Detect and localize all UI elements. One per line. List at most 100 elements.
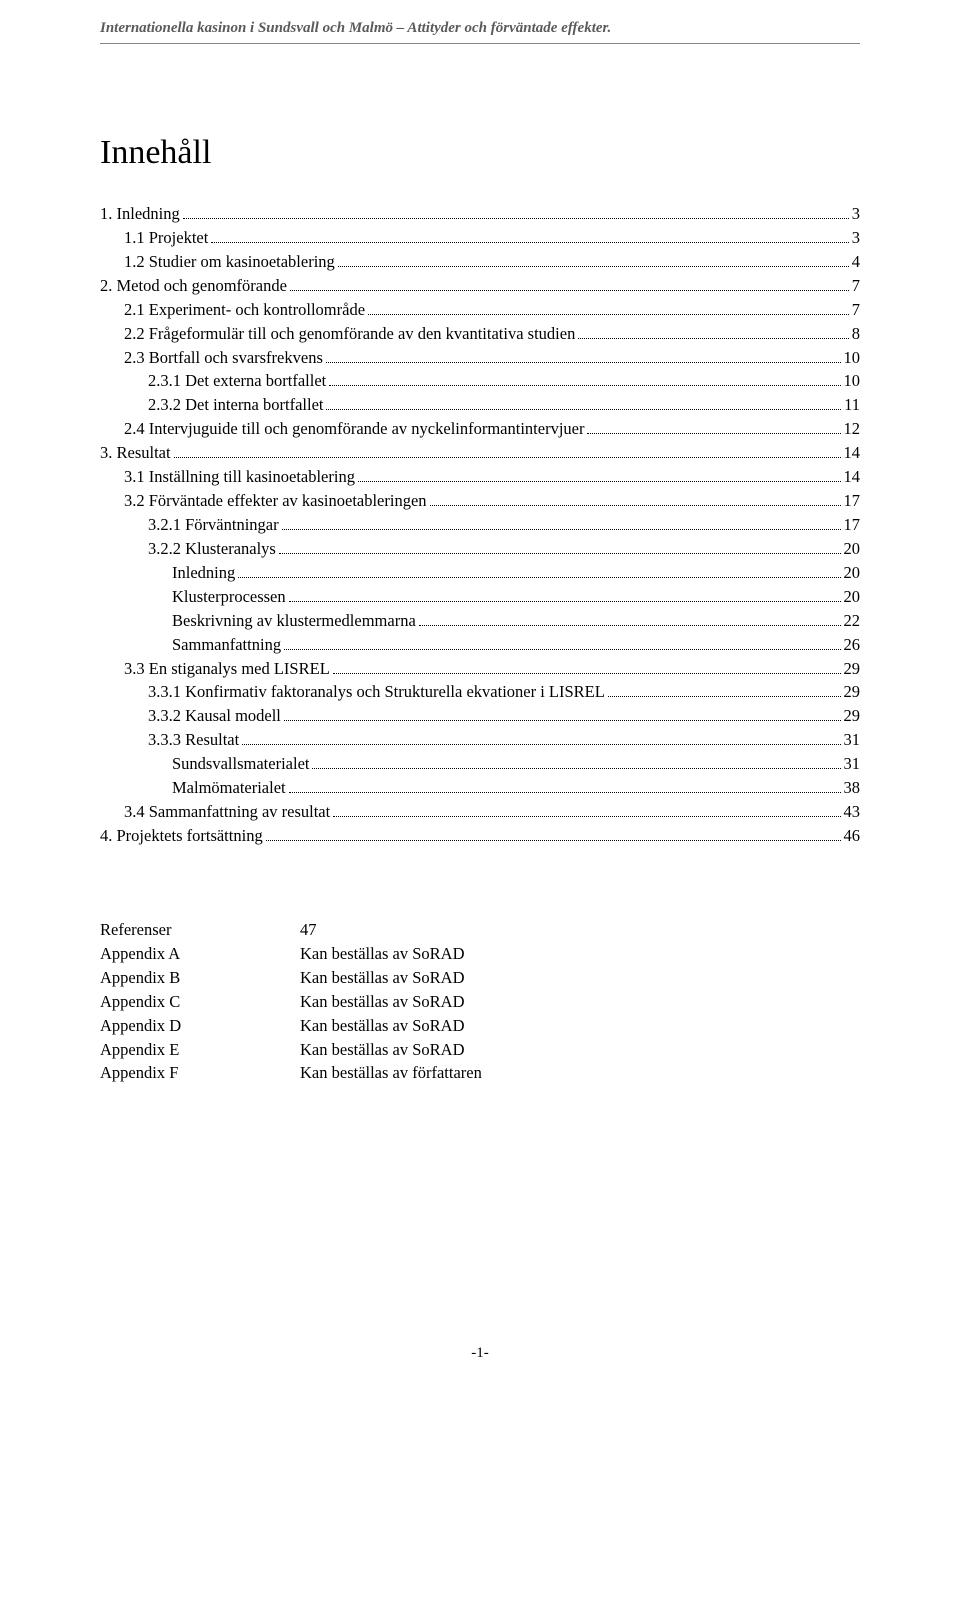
toc-entry: 3.2.1 Förväntningar17 xyxy=(100,513,860,537)
toc-entry: 3.1 Inställning till kasinoetablering14 xyxy=(100,465,860,489)
toc-leader-dots xyxy=(608,696,841,697)
toc-leader-dots xyxy=(238,577,840,578)
toc-entry-label: 2.1 Experiment- och kontrollområde xyxy=(124,298,365,322)
toc-entry-page: 14 xyxy=(844,441,861,465)
toc-entry-label: Beskrivning av klustermedlemmarna xyxy=(172,609,416,633)
reference-row: Appendix AKan beställas av SoRAD xyxy=(100,942,860,966)
toc-entry-page: 31 xyxy=(844,752,861,776)
toc-entry: 2.4 Intervjuguide till och genomförande … xyxy=(100,417,860,441)
reference-value: Kan beställas av SoRAD xyxy=(300,1014,465,1038)
toc-entry: Sammanfattning 26 xyxy=(100,633,860,657)
header-divider xyxy=(100,43,860,44)
toc-entry-label: 3.3.2 Kausal modell xyxy=(148,704,281,728)
toc-leader-dots xyxy=(358,481,841,482)
toc-entry: 3. Resultat14 xyxy=(100,441,860,465)
toc-leader-dots xyxy=(174,457,841,458)
toc-entry: 3.2 Förväntade effekter av kasinoetabler… xyxy=(100,489,860,513)
toc-entry: 3.3 En stiganalys med LISREL 29 xyxy=(100,657,860,681)
toc-entry-page: 29 xyxy=(844,657,861,681)
toc-entry: 2.3.2 Det interna bortfallet 11 xyxy=(100,393,860,417)
toc-entry-page: 29 xyxy=(844,680,861,704)
toc-entry-page: 17 xyxy=(844,513,861,537)
toc-entry-label: 3.4 Sammanfattning av resultat xyxy=(124,800,330,824)
toc-entry: 2.3.1 Det externa bortfallet10 xyxy=(100,369,860,393)
toc-leader-dots xyxy=(284,720,841,721)
toc-entry-page: 20 xyxy=(844,537,861,561)
reference-row: Appendix CKan beställas av SoRAD xyxy=(100,990,860,1014)
toc-entry-page: 11 xyxy=(844,393,860,417)
toc-entry-label: 3.3 En stiganalys med LISREL xyxy=(124,657,330,681)
toc-entry-label: 2.3 Bortfall och svarsfrekvens xyxy=(124,346,323,370)
toc-leader-dots xyxy=(266,840,841,841)
toc-leader-dots xyxy=(430,505,841,506)
toc-leader-dots xyxy=(290,290,849,291)
toc-entry: 3.3.3 Resultat 31 xyxy=(100,728,860,752)
toc-entry-page: 10 xyxy=(844,346,861,370)
toc-entry-label: 1.1 Projektet xyxy=(124,226,208,250)
toc-entry-page: 46 xyxy=(844,824,861,848)
toc-entry: 1.2 Studier om kasinoetablering 4 xyxy=(100,250,860,274)
running-header: Internationella kasinon i Sundsvall och … xyxy=(100,20,860,43)
reference-label: Appendix C xyxy=(100,990,300,1014)
toc-entry-page: 3 xyxy=(852,202,860,226)
toc-leader-dots xyxy=(419,625,841,626)
toc-entry-page: 10 xyxy=(844,369,861,393)
toc-leader-dots xyxy=(326,409,841,410)
toc-entry-page: 22 xyxy=(844,609,861,633)
toc-entry-label: 3.2 Förväntade effekter av kasinoetabler… xyxy=(124,489,427,513)
references-block: Referenser47Appendix AKan beställas av S… xyxy=(100,918,860,1085)
page-title: Innehåll xyxy=(100,134,860,172)
toc-entry: 2.3 Bortfall och svarsfrekvens 10 xyxy=(100,346,860,370)
toc-leader-dots xyxy=(333,816,840,817)
reference-value: 47 xyxy=(300,918,317,942)
toc-entry-page: 31 xyxy=(844,728,861,752)
reference-row: Appendix FKan beställas av författaren xyxy=(100,1061,860,1085)
toc-leader-dots xyxy=(587,433,840,434)
toc-entry: Beskrivning av klustermedlemmarna 22 xyxy=(100,609,860,633)
toc-entry-label: 4. Projektets fortsättning xyxy=(100,824,263,848)
toc-entry-label: Klusterprocessen xyxy=(172,585,286,609)
toc-entry-label: Sammanfattning xyxy=(172,633,281,657)
toc-entry: 1. Inledning 3 xyxy=(100,202,860,226)
toc-leader-dots xyxy=(289,792,841,793)
toc-entry: 2.2 Frågeformulär till och genomförande … xyxy=(100,322,860,346)
toc-leader-dots xyxy=(289,601,841,602)
toc-entry: 1.1 Projektet3 xyxy=(100,226,860,250)
toc-leader-dots xyxy=(368,314,849,315)
toc-entry-label: 2.3.2 Det interna bortfallet xyxy=(148,393,323,417)
reference-row: Appendix DKan beställas av SoRAD xyxy=(100,1014,860,1038)
toc-entry-page: 12 xyxy=(844,417,861,441)
toc-entry-label: 3.3.3 Resultat xyxy=(148,728,239,752)
reference-row: Appendix EKan beställas av SoRAD xyxy=(100,1038,860,1062)
toc-entry-label: 3.2.2 Klusteranalys xyxy=(148,537,276,561)
toc-entry-label: Inledning xyxy=(172,561,235,585)
toc-leader-dots xyxy=(279,553,841,554)
reference-label: Appendix B xyxy=(100,966,300,990)
toc-entry: 3.2.2 Klusteranalys 20 xyxy=(100,537,860,561)
toc-leader-dots xyxy=(211,242,848,243)
toc-entry: Inledning 20 xyxy=(100,561,860,585)
toc-entry-page: 4 xyxy=(852,250,860,274)
reference-row: Appendix BKan beställas av SoRAD xyxy=(100,966,860,990)
toc-entry-page: 29 xyxy=(844,704,861,728)
toc-entry-page: 26 xyxy=(844,633,861,657)
reference-label: Referenser xyxy=(100,918,300,942)
toc-entry-page: 43 xyxy=(844,800,861,824)
toc-entry-label: Sundsvallsmaterialet xyxy=(172,752,309,776)
reference-value: Kan beställas av SoRAD xyxy=(300,966,465,990)
toc-entry: Malmömaterialet38 xyxy=(100,776,860,800)
reference-label: Appendix E xyxy=(100,1038,300,1062)
toc-leader-dots xyxy=(338,266,849,267)
reference-label: Appendix F xyxy=(100,1061,300,1085)
toc-entry-label: 1. Inledning xyxy=(100,202,180,226)
toc-entry: Klusterprocessen20 xyxy=(100,585,860,609)
reference-label: Appendix D xyxy=(100,1014,300,1038)
toc-leader-dots xyxy=(312,768,840,769)
toc-leader-dots xyxy=(284,649,840,650)
toc-entry-label: 3.1 Inställning till kasinoetablering xyxy=(124,465,355,489)
reference-value: Kan beställas av författaren xyxy=(300,1061,482,1085)
reference-value: Kan beställas av SoRAD xyxy=(300,1038,465,1062)
toc-entry-page: 20 xyxy=(844,561,861,585)
toc-leader-dots xyxy=(333,673,841,674)
toc-entry-label: 1.2 Studier om kasinoetablering xyxy=(124,250,335,274)
